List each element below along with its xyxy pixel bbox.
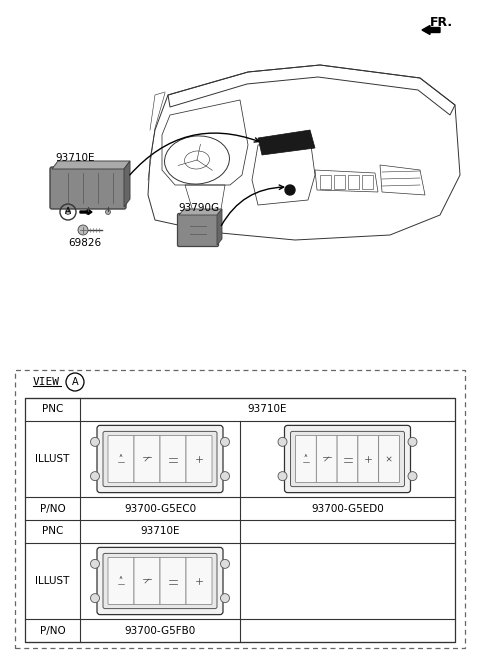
- Circle shape: [91, 438, 99, 446]
- FancyBboxPatch shape: [160, 558, 186, 605]
- Text: ILLUST: ILLUST: [36, 576, 70, 586]
- FancyBboxPatch shape: [290, 432, 405, 487]
- FancyArrow shape: [422, 26, 440, 35]
- Circle shape: [220, 472, 229, 481]
- Bar: [348, 175, 359, 189]
- FancyBboxPatch shape: [50, 167, 126, 209]
- Bar: [320, 175, 331, 189]
- Circle shape: [78, 225, 88, 235]
- FancyBboxPatch shape: [285, 425, 410, 493]
- Text: 93700-G5ED0: 93700-G5ED0: [311, 504, 384, 514]
- Text: A: A: [65, 207, 71, 216]
- Circle shape: [65, 209, 71, 215]
- Polygon shape: [258, 130, 315, 155]
- Bar: [25, 398, 455, 642]
- Circle shape: [285, 185, 295, 195]
- Circle shape: [91, 560, 99, 568]
- FancyBboxPatch shape: [103, 432, 217, 487]
- Bar: [15, 370, 465, 648]
- Circle shape: [91, 594, 99, 603]
- FancyBboxPatch shape: [186, 436, 212, 483]
- Circle shape: [91, 472, 99, 481]
- Circle shape: [278, 438, 287, 446]
- FancyBboxPatch shape: [97, 425, 223, 493]
- Text: P/NO: P/NO: [40, 626, 65, 636]
- Text: 93700-G5EC0: 93700-G5EC0: [124, 504, 196, 514]
- FancyBboxPatch shape: [316, 436, 337, 483]
- Circle shape: [220, 560, 229, 568]
- Circle shape: [408, 438, 417, 446]
- Bar: [362, 175, 373, 189]
- FancyBboxPatch shape: [337, 436, 358, 483]
- Text: A: A: [72, 377, 78, 387]
- FancyBboxPatch shape: [178, 213, 218, 247]
- Polygon shape: [217, 209, 222, 245]
- FancyBboxPatch shape: [108, 436, 134, 483]
- Text: PNC: PNC: [42, 526, 63, 537]
- Text: 93700-G5FB0: 93700-G5FB0: [124, 626, 196, 636]
- Circle shape: [408, 472, 417, 481]
- Text: 93790G: 93790G: [178, 203, 219, 213]
- Polygon shape: [52, 161, 130, 169]
- Text: 93710E: 93710E: [140, 526, 180, 537]
- FancyArrowPatch shape: [130, 133, 259, 175]
- FancyArrow shape: [80, 209, 92, 215]
- Text: ILLUST: ILLUST: [36, 454, 70, 464]
- FancyBboxPatch shape: [134, 558, 160, 605]
- Circle shape: [278, 472, 287, 481]
- Text: 93710E: 93710E: [248, 404, 287, 415]
- Polygon shape: [124, 161, 130, 207]
- FancyBboxPatch shape: [160, 436, 186, 483]
- FancyBboxPatch shape: [358, 436, 379, 483]
- Circle shape: [220, 594, 229, 603]
- Text: 93710E: 93710E: [55, 153, 95, 163]
- FancyBboxPatch shape: [108, 558, 134, 605]
- Circle shape: [106, 209, 110, 215]
- FancyArrowPatch shape: [221, 185, 284, 226]
- Circle shape: [220, 438, 229, 446]
- Text: PNC: PNC: [42, 404, 63, 415]
- FancyBboxPatch shape: [103, 554, 217, 609]
- FancyBboxPatch shape: [186, 558, 212, 605]
- Circle shape: [85, 209, 91, 215]
- Text: 69826: 69826: [68, 238, 101, 248]
- Text: P/NO: P/NO: [40, 504, 65, 514]
- FancyBboxPatch shape: [134, 436, 160, 483]
- Text: VIEW: VIEW: [33, 377, 60, 387]
- Bar: [334, 175, 345, 189]
- FancyBboxPatch shape: [296, 436, 316, 483]
- FancyBboxPatch shape: [379, 436, 399, 483]
- Polygon shape: [179, 209, 222, 215]
- FancyBboxPatch shape: [97, 547, 223, 615]
- Text: FR.: FR.: [430, 16, 453, 28]
